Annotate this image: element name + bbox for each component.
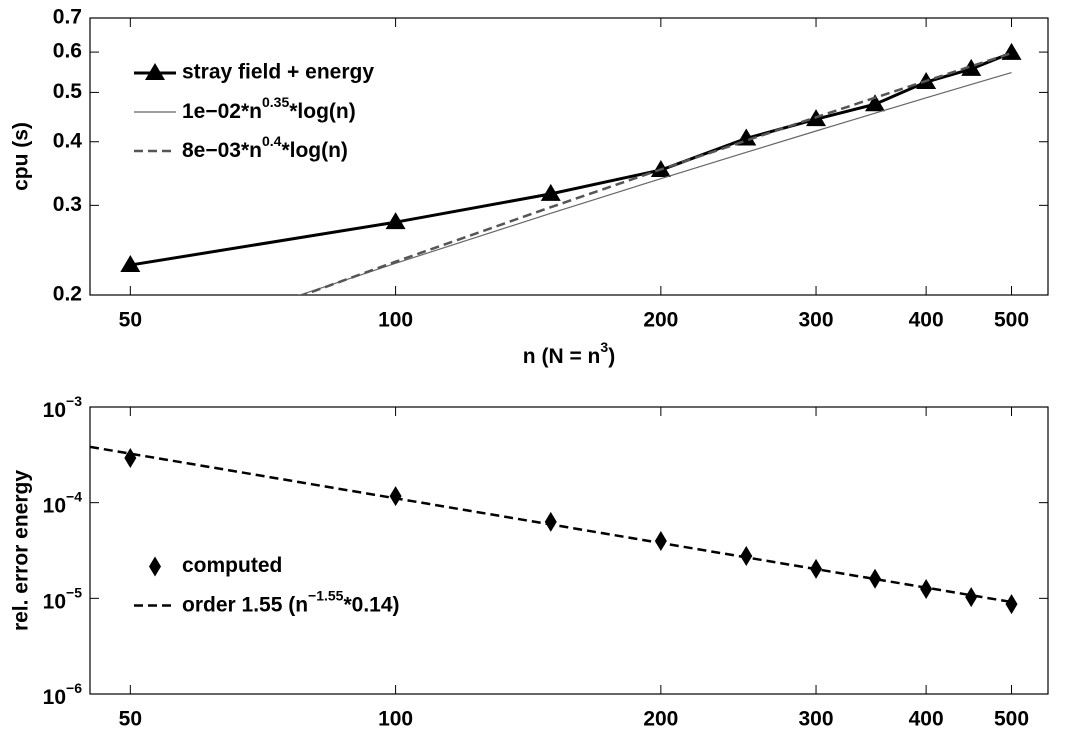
text-part: 10: [43, 399, 66, 422]
x-tick-label: 400: [909, 309, 944, 332]
marker-triangle: [385, 212, 406, 230]
marker-diamond: [869, 568, 882, 589]
series-line: [299, 51, 1012, 295]
marker-diamond: [544, 511, 557, 532]
plot-frame: [89, 406, 1049, 695]
superscript: 0.4: [262, 133, 282, 149]
x-tick-label: 50: [119, 708, 142, 731]
y-tick-label: 0.3: [53, 193, 82, 216]
y-tick-label: 10−5: [43, 584, 83, 613]
marker-triangle: [145, 63, 165, 80]
y-tick-label: 0.6: [53, 40, 82, 63]
marker-triangle: [961, 58, 982, 76]
legend-label: order 1.55 (n−1.55*0.14): [182, 587, 400, 616]
plot-area: [90, 445, 1018, 615]
superscript: 3: [600, 339, 608, 355]
legend-label: computed: [182, 554, 282, 577]
x-tick-label: 100: [378, 309, 413, 332]
x-tick-label: 200: [643, 708, 678, 731]
series-line: [298, 71, 1012, 295]
legend-label: 1e−02*n0.35*log(n): [182, 94, 356, 123]
marker-triangle: [865, 94, 886, 112]
y-tick-label: 0.5: [53, 80, 83, 103]
marker-diamond: [920, 579, 933, 600]
superscript: −1.55: [308, 587, 344, 603]
y-tick-label: 0.7: [53, 6, 82, 29]
superscript: −4: [66, 488, 82, 504]
y-tick-label: 10−6: [43, 680, 83, 709]
plot-area: [120, 42, 1022, 295]
x-tick-label: 300: [799, 708, 834, 731]
marker-diamond: [389, 486, 402, 507]
superscript: −5: [66, 584, 82, 600]
x-tick-label: 100: [378, 708, 413, 731]
x-tick-label: 50: [119, 309, 142, 332]
legend-label: 8e−03*n0.4*log(n): [182, 133, 348, 162]
x-tick-label: 200: [643, 309, 678, 332]
superscript: −6: [66, 680, 82, 696]
marker-triangle: [540, 183, 561, 201]
text-part: 10: [43, 590, 66, 613]
plot-frame: [89, 17, 1049, 296]
x-tick-label: 500: [994, 309, 1029, 332]
text-part: 8e−03*n: [182, 139, 262, 162]
x-tick-label: 300: [799, 309, 834, 332]
superscript: −3: [66, 393, 82, 409]
y-tick-label: 10−4: [43, 488, 83, 517]
text-part: n (N = n: [523, 345, 601, 368]
x-axis-label: n (N = n3): [523, 339, 615, 368]
marker-diamond: [149, 556, 161, 577]
marker-diamond: [740, 546, 753, 567]
marker-triangle: [120, 255, 141, 273]
text-part: *log(n): [281, 139, 347, 162]
superscript: 0.35: [262, 94, 289, 110]
x-tick-label: 400: [909, 708, 944, 731]
x-tick-label: 500: [994, 708, 1029, 731]
y-tick-label: 0.4: [53, 129, 83, 152]
y-axis-label: cpu (s): [10, 122, 33, 191]
text-part: *0.14): [343, 593, 399, 616]
text-part: *log(n): [289, 100, 355, 123]
text-part: ): [608, 345, 615, 368]
marker-triangle: [1001, 42, 1022, 60]
legend-label: stray field + energy: [182, 61, 374, 84]
text-part: 10: [43, 494, 66, 517]
marker-diamond: [124, 448, 137, 469]
text-part: 10: [43, 686, 66, 709]
text-part: 1e−02*n: [182, 100, 262, 123]
y-tick-label: 0.2: [53, 283, 82, 306]
marker-diamond: [654, 530, 667, 551]
marker-diamond: [1005, 594, 1018, 615]
marker-diamond: [965, 587, 978, 608]
text-part: order 1.55 (n: [182, 593, 308, 616]
y-tick-label: 10−3: [43, 393, 83, 422]
y-axis-label: rel. error energy: [10, 470, 33, 631]
series-line: [130, 51, 1013, 267]
series-line: [90, 445, 1012, 604]
